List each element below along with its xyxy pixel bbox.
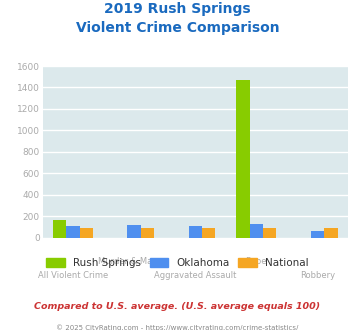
- Bar: [236, 80, 250, 238]
- Text: Compared to U.S. average. (U.S. average equals 100): Compared to U.S. average. (U.S. average …: [34, 302, 321, 311]
- Bar: [66, 226, 80, 238]
- Bar: [141, 228, 154, 238]
- Legend: Rush Springs, Oklahoma, National: Rush Springs, Oklahoma, National: [42, 253, 313, 272]
- Bar: [263, 228, 277, 238]
- Text: © 2025 CityRating.com - https://www.cityrating.com/crime-statistics/: © 2025 CityRating.com - https://www.city…: [56, 324, 299, 330]
- Text: Aggravated Assault: Aggravated Assault: [154, 271, 236, 280]
- Text: Violent Crime Comparison: Violent Crime Comparison: [76, 21, 279, 35]
- Text: All Violent Crime: All Violent Crime: [38, 271, 108, 280]
- Text: Rape: Rape: [246, 257, 267, 266]
- Bar: [324, 228, 338, 238]
- Bar: [311, 231, 324, 238]
- Bar: [202, 228, 215, 238]
- Bar: [189, 226, 202, 238]
- Bar: [80, 228, 93, 238]
- Text: Murder & Mans...: Murder & Mans...: [98, 257, 170, 266]
- Text: 2019 Rush Springs: 2019 Rush Springs: [104, 2, 251, 16]
- Bar: [250, 224, 263, 238]
- Text: Robbery: Robbery: [300, 271, 335, 280]
- Bar: [127, 225, 141, 238]
- Bar: [53, 220, 66, 238]
